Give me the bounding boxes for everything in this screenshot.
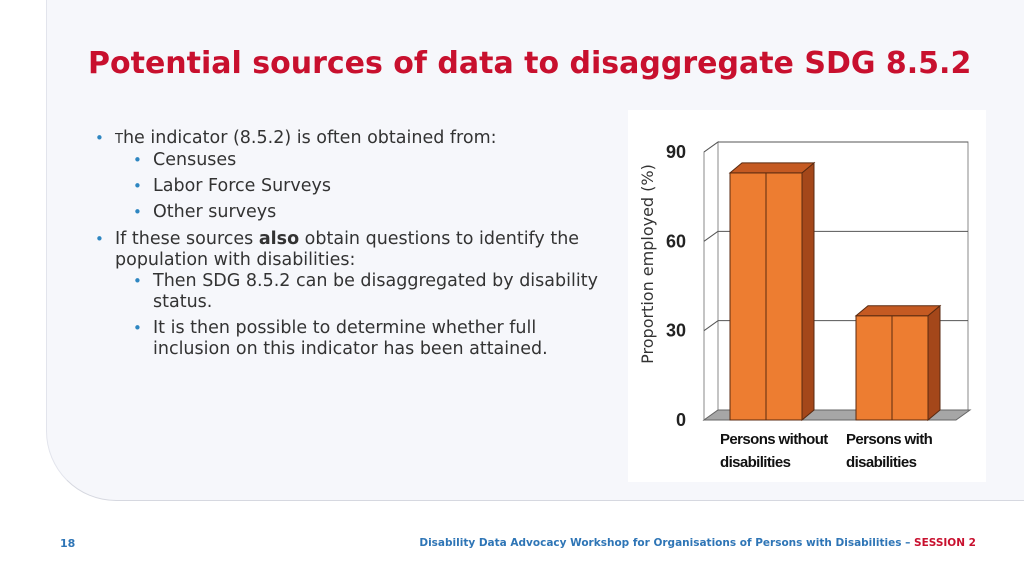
sub-bullet-other-surveys: Other surveys [133, 202, 615, 223]
bullet-text-bold: also [258, 229, 300, 249]
sub-bullet-disaggregated: Then SDG 8.5.2 can be disaggregated by d… [133, 271, 615, 313]
x-category-label: Persons with [846, 431, 933, 448]
y-tick-label: 90 [666, 142, 686, 162]
y-axis-label: Proportion employed (%) [638, 164, 657, 364]
chart-container: 0 30 60 90 Proportion employed (%) Persons wi… [628, 110, 986, 482]
y-tick-label: 30 [666, 321, 686, 341]
bullet-indicator-source: The indicator (8.5.2) is often obtained … [95, 128, 615, 223]
sub-bullet-lfs: Labor Force Surveys [133, 176, 615, 197]
x-category-label: disabilities [846, 454, 917, 471]
slide-title: Potential sources of data to disaggregat… [88, 46, 972, 81]
bar-chart: 0 30 60 90 Proportion employed (%) Persons wi… [638, 141, 972, 471]
footer-session: SESSION 2 [914, 537, 976, 549]
chart-side-wall [703, 141, 719, 421]
y-tick-label: 60 [666, 231, 686, 251]
bullet-first-letter: T [115, 132, 123, 147]
x-category-label: Persons without [720, 431, 828, 448]
gridline-side [703, 230, 719, 242]
y-tick-label: 0 [676, 410, 686, 430]
bar-top [854, 305, 942, 317]
bullet-text-post: obtain questions to identify the populat… [115, 229, 580, 270]
page-number: 18 [60, 537, 76, 550]
footer-caption: Disability Data Advocacy Workshop for Or… [419, 537, 976, 549]
sub-bullet-inclusion: It is then possible to determine whether… [133, 318, 615, 360]
bullet-list: The indicator (8.5.2) is often obtained … [95, 128, 615, 366]
sub-bullet-censuses: Censuses [133, 150, 615, 171]
bar-side [927, 304, 941, 422]
x-category-label: disabilities [720, 454, 791, 471]
bullet-disability-questions: If these sources also obtain questions t… [95, 229, 615, 360]
gridline-side [703, 141, 719, 153]
bar-top [728, 162, 816, 174]
bar-side [801, 161, 815, 422]
footer-workshop-text: Disability Data Advocacy Workshop for Or… [419, 537, 915, 549]
gridline-side [703, 320, 719, 332]
bullet-text: he indicator (8.5.2) is often obtained f… [122, 128, 497, 148]
bullet-text-pre: If these sources [115, 229, 259, 249]
